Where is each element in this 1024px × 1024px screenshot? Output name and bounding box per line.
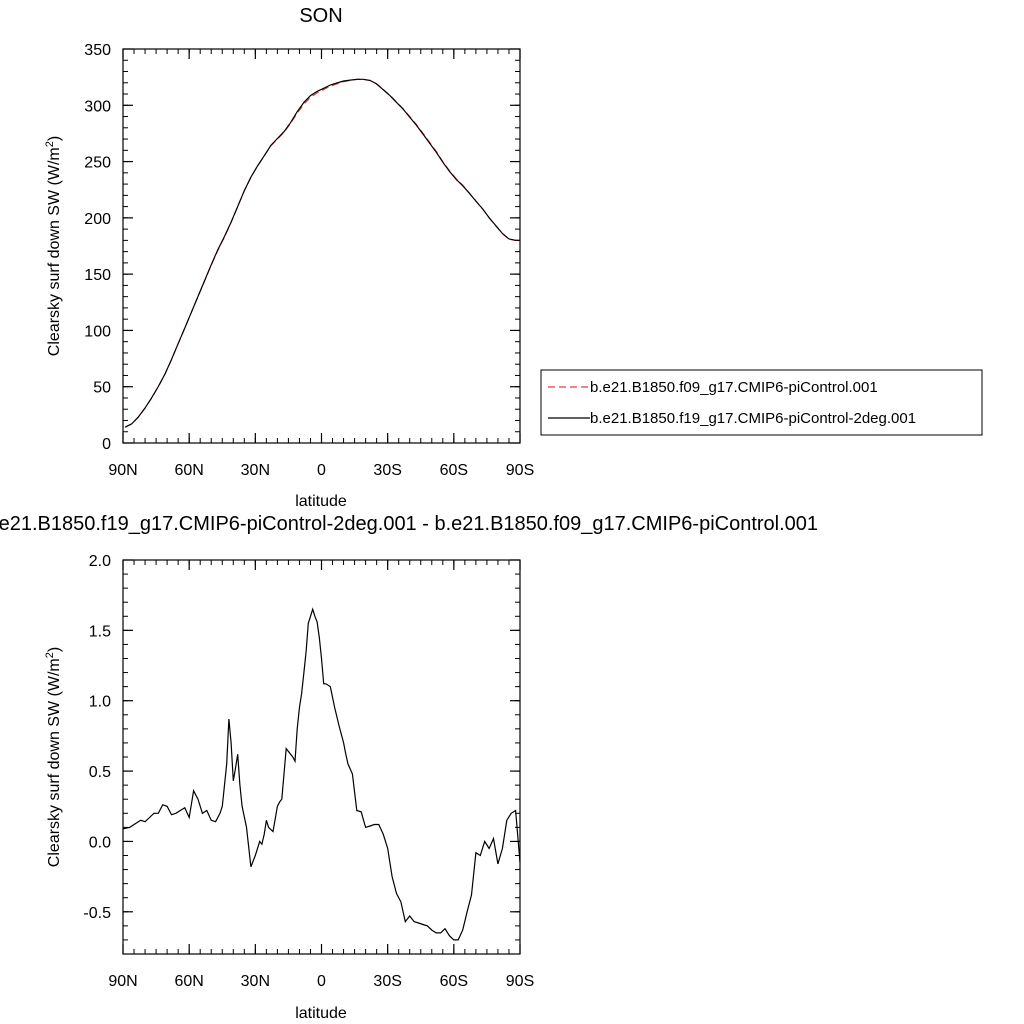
top-x-tick-label: 0 xyxy=(317,462,326,479)
bottom-series-line-0 xyxy=(122,607,521,941)
bottom-panel: b.e21.B1850.f19_g17.CMIP6-piControl-2deg… xyxy=(0,513,818,1022)
top-x-tick-label: 30N xyxy=(241,462,270,479)
bottom-y-tick-label: -0.5 xyxy=(83,905,111,922)
top-y-tick-label: 350 xyxy=(84,42,111,59)
bottom-y-tick-label: 1.5 xyxy=(89,623,111,640)
bottom-x-tick-label: 30S xyxy=(373,973,401,990)
bottom-panel-y-axis-label: Clearsky surf down SW (W/m2) xyxy=(44,647,63,867)
top-panel-y-ticks: 0 50 100 150 200 250 300 350 xyxy=(84,42,520,453)
top-y-tick-label: 50 xyxy=(93,380,111,397)
top-panel: SON 0 50 100 150 200 250 300 350 90N 60N 30N 0 30S 6… xyxy=(44,5,983,510)
bottom-panel-x-ticks: 90N 60N 30N 0 30S 60S 90S xyxy=(108,560,534,990)
bottom-x-tick-label: 0 xyxy=(317,973,326,990)
legend: b.e21.B1850.f09_g17.CMIP6-piControl.001 … xyxy=(540,369,983,436)
legend-box xyxy=(540,369,983,436)
bottom-panel-x-axis-label: latitude xyxy=(295,1005,347,1022)
bottom-panel-series xyxy=(122,607,521,941)
top-panel-x-axis-label: latitude xyxy=(295,493,347,510)
top-panel-y-axis-label-sup: 2 xyxy=(44,141,56,147)
top-y-tick-label: 150 xyxy=(84,267,111,284)
top-panel-y-axis-label: Clearsky surf down SW (W/m2) xyxy=(44,136,63,356)
top-x-tick-label: 60S xyxy=(440,462,468,479)
bottom-y-tick-label: 0.5 xyxy=(89,764,111,781)
top-panel-x-ticks: 90N 60N 30N 0 30S 60S 90S xyxy=(108,49,534,479)
bottom-x-tick-label: 60S xyxy=(440,973,468,990)
top-x-tick-label: 90S xyxy=(506,462,534,479)
top-panel-y-axis-label-main: Clearsky surf down SW (W/m xyxy=(46,147,63,356)
top-panel-y-axis-label-close: ) xyxy=(46,136,63,141)
top-y-tick-label: 250 xyxy=(84,155,111,172)
bottom-panel-y-ticks: -0.5 0.0 0.5 1.0 1.5 2.0 xyxy=(83,553,520,922)
top-x-tick-label: 90N xyxy=(108,462,137,479)
bottom-x-tick-label: 90N xyxy=(108,973,137,990)
bottom-y-tick-label: 1.0 xyxy=(89,694,111,711)
bottom-panel-y-axis-label-main: Clearsky surf down SW (W/m xyxy=(46,658,63,867)
top-x-tick-label: 60N xyxy=(174,462,203,479)
top-x-tick-label: 30S xyxy=(373,462,401,479)
bottom-panel-title: b.e21.B1850.f19_g17.CMIP6-piControl-2deg… xyxy=(0,513,818,535)
bottom-y-tick-label: 0.0 xyxy=(89,834,111,851)
top-y-tick-label: 300 xyxy=(84,98,111,115)
top-y-tick-label: 0 xyxy=(102,436,111,453)
bottom-x-tick-label: 60N xyxy=(174,973,203,990)
bottom-panel-y-axis-label-sup: 2 xyxy=(44,652,56,658)
legend-label-f09: b.e21.B1850.f09_g17.CMIP6-piControl.001 xyxy=(590,379,878,396)
top-y-tick-label: 100 xyxy=(84,323,111,340)
legend-label-f19: b.e21.B1850.f19_g17.CMIP6-piControl-2deg… xyxy=(590,410,916,427)
top-panel-title: SON xyxy=(299,5,342,27)
top-panel-series xyxy=(124,78,520,428)
top-series-line-1 xyxy=(124,78,520,428)
bottom-x-tick-label: 90S xyxy=(506,973,534,990)
top-y-tick-label: 200 xyxy=(84,211,111,228)
bottom-panel-y-axis-label-close: ) xyxy=(46,647,63,652)
bottom-y-tick-label: 2.0 xyxy=(89,553,111,570)
bottom-x-tick-label: 30N xyxy=(241,973,270,990)
